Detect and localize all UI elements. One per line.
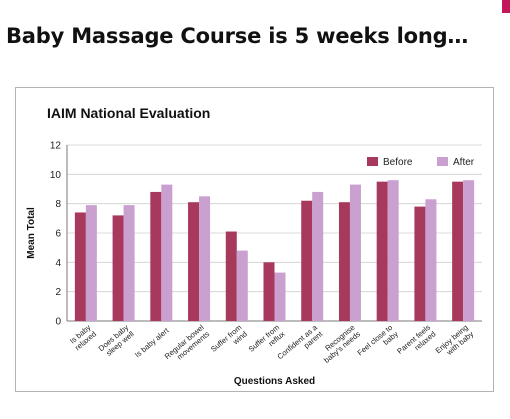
legend-label-before: Before: [383, 157, 413, 168]
y-axis-label: Mean Total: [26, 207, 37, 259]
svg-text:Regular bowelmovements: Regular bowelmovements: [163, 323, 212, 368]
y-tick-label: 4: [55, 258, 61, 269]
chart-title: IAIM National Evaluation: [47, 105, 210, 121]
bar-after: [85, 205, 97, 321]
bar-after: [387, 180, 399, 321]
x-tick-label: Is babyrelaxed: [68, 323, 98, 353]
svg-text:Enjoy beingwith baby: Enjoy beingwith baby: [434, 323, 476, 362]
bar-after: [123, 205, 135, 321]
bar-after: [161, 184, 173, 321]
x-tick-label: Does babysleep well: [97, 323, 136, 360]
chart-frame: IAIM National Evaluation Mean Total Ques…: [15, 87, 494, 392]
svg-text:Feel close tobaby: Feel close tobaby: [356, 323, 400, 364]
legend-label-after: After: [453, 157, 475, 168]
x-axis-label: Questions Asked: [234, 376, 315, 387]
x-tick-label: Recognisebaby's needs: [317, 323, 363, 365]
y-tick-label: 0: [55, 317, 61, 328]
bar-before: [376, 181, 388, 321]
legend-swatch-after: [437, 157, 448, 166]
bar-after: [274, 272, 286, 321]
bar-before: [150, 191, 162, 321]
bar-before: [112, 215, 124, 321]
y-tick-label: 8: [55, 199, 61, 210]
bar-before: [188, 202, 200, 321]
svg-text:Recognisebaby's needs: Recognisebaby's needs: [317, 323, 363, 365]
bar-before: [74, 212, 86, 321]
x-tick-label: Parent feelsrelaxed: [395, 323, 437, 363]
svg-text:Suffer fromwind: Suffer fromwind: [209, 323, 249, 360]
legend-swatch-before: [367, 157, 378, 166]
x-tick-label: Enjoy beingwith baby: [434, 323, 476, 362]
bar-after: [349, 184, 361, 321]
slide-accent-mark: [502, 0, 510, 13]
bar-before: [414, 206, 426, 321]
x-tick-label: Regular bowelmovements: [163, 323, 212, 368]
x-tick-label: Suffer fromwind: [209, 323, 249, 360]
bar-before: [452, 181, 464, 321]
svg-text:Parent feelsrelaxed: Parent feelsrelaxed: [395, 323, 437, 363]
y-tick-label: 2: [55, 287, 61, 298]
y-tick-label: 6: [55, 229, 61, 240]
bar-before: [225, 231, 237, 321]
bar-after: [312, 191, 324, 321]
bar-before: [301, 200, 313, 321]
svg-text:Does babysleep well: Does babysleep well: [97, 323, 136, 360]
bar-before: [263, 262, 275, 321]
y-tick-label: 12: [50, 141, 62, 152]
bar-chart: IAIM National Evaluation Mean Total Ques…: [26, 105, 482, 387]
x-tick-label: Confident as aparent: [276, 322, 325, 367]
bar-before: [338, 202, 350, 321]
svg-text:Confident as aparent: Confident as aparent: [276, 322, 325, 367]
bar-after: [199, 196, 211, 321]
y-tick-label: 10: [50, 170, 62, 181]
x-tick-label: Feel close tobaby: [356, 323, 400, 364]
gridlines: 0 2 4 6 8 10 12: [50, 141, 482, 328]
bars: [74, 180, 475, 321]
svg-text:Is babyrelaxed: Is babyrelaxed: [68, 323, 98, 353]
bar-after: [236, 250, 248, 321]
slide-title: Baby Massage Course is 5 weeks long…: [6, 24, 469, 48]
legend: Before After: [367, 157, 475, 168]
bar-after: [425, 199, 437, 321]
bar-after: [463, 180, 475, 321]
